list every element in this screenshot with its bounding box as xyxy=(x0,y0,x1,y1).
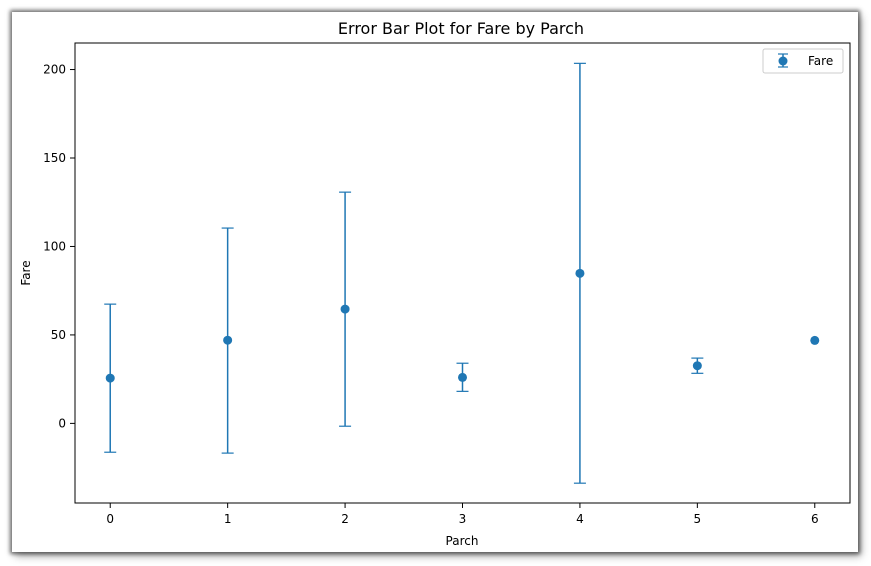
y-tick-label: 200 xyxy=(43,63,66,77)
x-tick-label: 1 xyxy=(224,512,232,526)
data-point xyxy=(105,373,115,383)
data-series-fare xyxy=(104,62,820,484)
x-axis: 0 1 2 3 4 5 6 xyxy=(106,503,819,526)
x-axis-title: Parch xyxy=(446,534,479,548)
x-tick-label: 2 xyxy=(341,512,349,526)
legend-label: Fare xyxy=(808,54,833,68)
y-tick-label: 150 xyxy=(43,151,66,165)
data-point xyxy=(458,372,467,382)
data-point xyxy=(223,335,233,345)
x-tick-label: 6 xyxy=(811,512,819,526)
x-tick-label: 3 xyxy=(459,512,467,526)
chart-title: Error Bar Plot for Fare by Parch xyxy=(338,19,584,38)
data-point xyxy=(575,268,585,278)
x-tick-label: 4 xyxy=(576,512,584,526)
y-axis-title: Fare xyxy=(19,260,33,285)
y-axis: 0 50 100 150 200 xyxy=(43,63,75,430)
y-tick-label: 50 xyxy=(51,328,66,342)
x-tick-label: 5 xyxy=(694,512,702,526)
data-point xyxy=(340,304,350,314)
plot-area xyxy=(74,42,851,504)
y-tick-label: 100 xyxy=(43,239,66,253)
data-point xyxy=(692,361,702,371)
x-tick-label: 0 xyxy=(106,512,114,526)
legend-marker xyxy=(778,56,788,66)
y-tick-label: 0 xyxy=(58,416,66,430)
data-point xyxy=(810,335,820,345)
legend: Fare xyxy=(762,48,844,74)
